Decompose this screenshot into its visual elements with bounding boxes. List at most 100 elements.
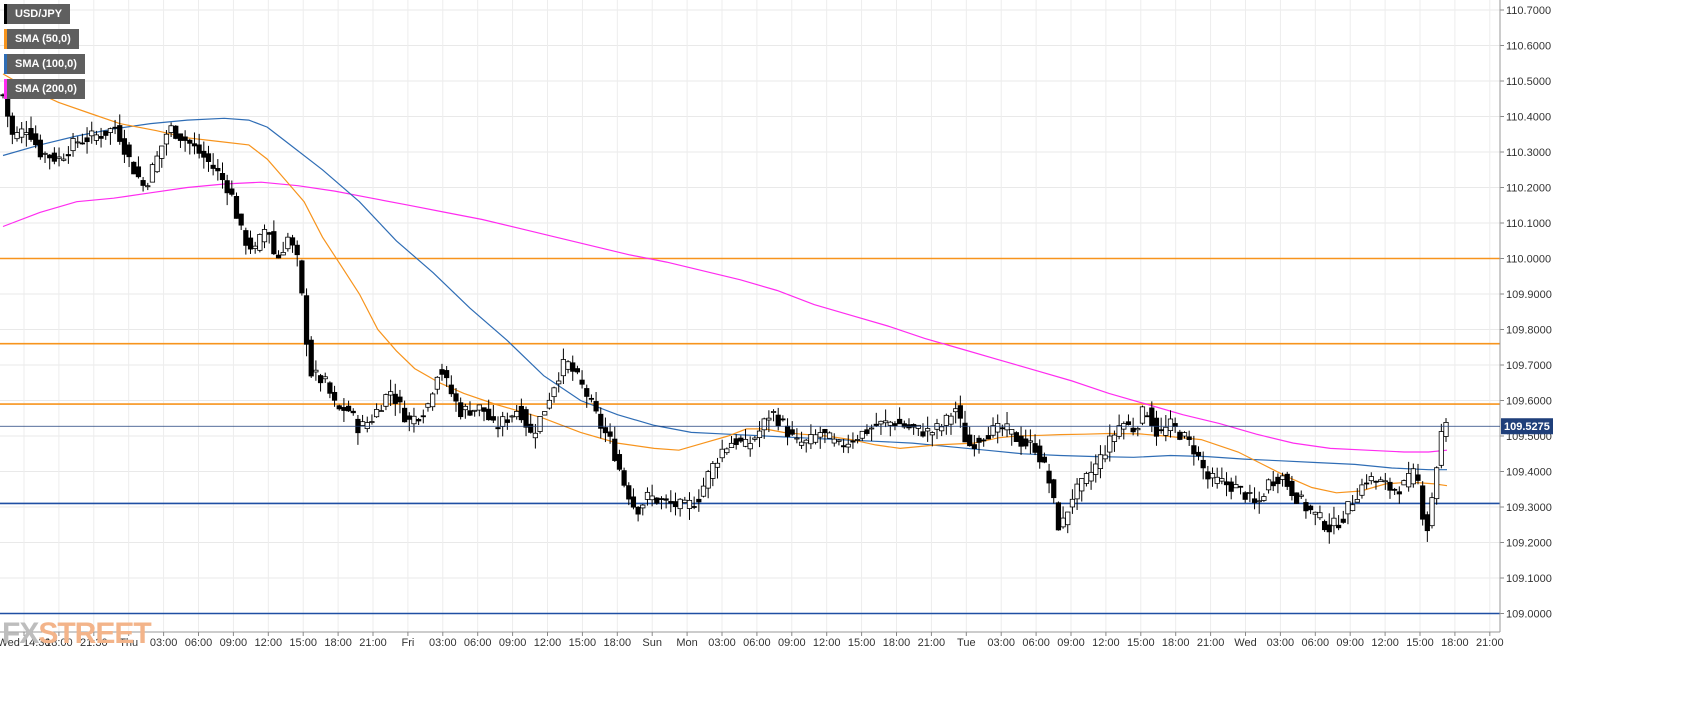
legend-item-sma100[interactable]: SMA (100,0) xyxy=(4,54,85,74)
x-tick-label: 12:00 xyxy=(255,637,283,649)
candle-body xyxy=(939,426,945,432)
candle-body xyxy=(1209,473,1216,479)
support-resistance-levels xyxy=(0,257,1500,615)
candle-body xyxy=(1214,476,1220,484)
candle-body xyxy=(719,448,725,459)
candle-body xyxy=(1009,429,1015,435)
candle-body xyxy=(1228,481,1234,492)
candle-body xyxy=(406,415,412,420)
y-tick-label: 109.8000 xyxy=(1506,325,1552,337)
candle-body xyxy=(1303,502,1309,512)
candle-body xyxy=(808,434,814,445)
candle-body xyxy=(154,155,160,173)
x-tick-label: 18:00 xyxy=(883,637,911,649)
candle-body xyxy=(252,245,258,249)
x-tick-label: 12:00 xyxy=(534,637,562,649)
candle-body xyxy=(528,423,534,433)
candle-body xyxy=(873,423,879,426)
candle-body xyxy=(1364,482,1370,485)
candle-body xyxy=(602,427,609,434)
candle-body xyxy=(967,434,973,447)
candle-body xyxy=(1438,431,1444,466)
candle-body xyxy=(784,425,791,437)
candle-body xyxy=(476,404,482,411)
legend-swatch-usdjpy xyxy=(4,4,7,24)
x-tick-label: 06:00 xyxy=(1022,637,1050,649)
candle-body xyxy=(1326,524,1332,533)
candle-body xyxy=(238,213,244,226)
candle-body xyxy=(733,438,739,445)
candle-body xyxy=(224,180,230,194)
candle-body xyxy=(103,130,109,136)
candle-body xyxy=(1256,500,1262,503)
candle-body xyxy=(985,435,991,440)
legend-item-sma50[interactable]: SMA (50,0) xyxy=(4,29,79,49)
candle-body xyxy=(1023,438,1029,447)
candle-body xyxy=(1013,432,1019,442)
candle-body xyxy=(621,470,627,486)
candle-body xyxy=(1088,471,1094,482)
candle-body xyxy=(84,137,90,143)
candle-body xyxy=(1065,511,1071,526)
candle-body xyxy=(920,431,926,437)
candle-body xyxy=(1321,521,1328,531)
candle-body xyxy=(1340,518,1346,523)
x-tick-label: 18:00 xyxy=(324,637,352,649)
candle-body xyxy=(756,430,763,439)
candle-body xyxy=(345,405,352,412)
candle-body xyxy=(135,166,142,178)
candle-body xyxy=(887,421,893,426)
x-tick-label: 21:00 xyxy=(359,637,387,649)
candle-body xyxy=(191,143,198,147)
candle-body xyxy=(350,410,356,414)
y-tick-label: 109.6000 xyxy=(1506,396,1552,408)
legend-item-sma200[interactable]: SMA (200,0) xyxy=(4,79,85,99)
candle-body xyxy=(677,498,683,510)
candle-body xyxy=(1298,494,1304,497)
x-tick-label: 06:00 xyxy=(185,637,213,649)
x-tick-label: Sun xyxy=(642,637,662,649)
candle-body xyxy=(897,418,903,425)
candle-body xyxy=(1079,478,1085,492)
candle-body xyxy=(840,445,847,448)
candle-body xyxy=(649,495,655,501)
candle-body xyxy=(439,369,445,375)
candle-body xyxy=(47,154,53,159)
candle-body xyxy=(416,419,422,422)
candle-body xyxy=(598,413,604,429)
candle-body xyxy=(607,431,613,437)
candle-body xyxy=(1041,456,1048,463)
candle-body xyxy=(794,437,800,440)
candle-body xyxy=(1289,480,1295,496)
y-tick-label: 110.7000 xyxy=(1506,5,1551,17)
candle-body xyxy=(523,409,529,428)
x-tick-label: 15:00 xyxy=(289,637,317,649)
candle-body xyxy=(1163,426,1169,436)
candle-body xyxy=(448,384,454,395)
candle-body xyxy=(859,430,865,439)
y-tick-label: 110.4000 xyxy=(1506,112,1551,124)
candle-body xyxy=(1051,479,1057,499)
candle-body xyxy=(1074,483,1080,500)
x-tick-label: 09:00 xyxy=(1336,637,1364,649)
x-tick-label: 12:00 xyxy=(813,637,841,649)
x-tick-label: 06:00 xyxy=(464,637,492,649)
candle-body xyxy=(1410,468,1416,485)
candle-body xyxy=(1037,445,1043,463)
candle-body xyxy=(388,391,394,396)
candle-body xyxy=(219,173,226,181)
candle-body xyxy=(121,138,128,155)
candle-body xyxy=(1270,481,1276,487)
candle-body xyxy=(201,150,207,158)
sma50-line xyxy=(2,73,1448,494)
candle-body xyxy=(878,420,884,425)
legend-item-usdjpy[interactable]: USD/JPY xyxy=(4,4,71,24)
x-tick-label: Thu xyxy=(119,637,138,649)
moving-averages xyxy=(2,73,1448,494)
candle-body xyxy=(1392,488,1398,491)
candle-body xyxy=(953,408,959,413)
candle-body xyxy=(257,234,263,251)
candle-body xyxy=(644,491,651,500)
candle-body xyxy=(359,421,366,426)
